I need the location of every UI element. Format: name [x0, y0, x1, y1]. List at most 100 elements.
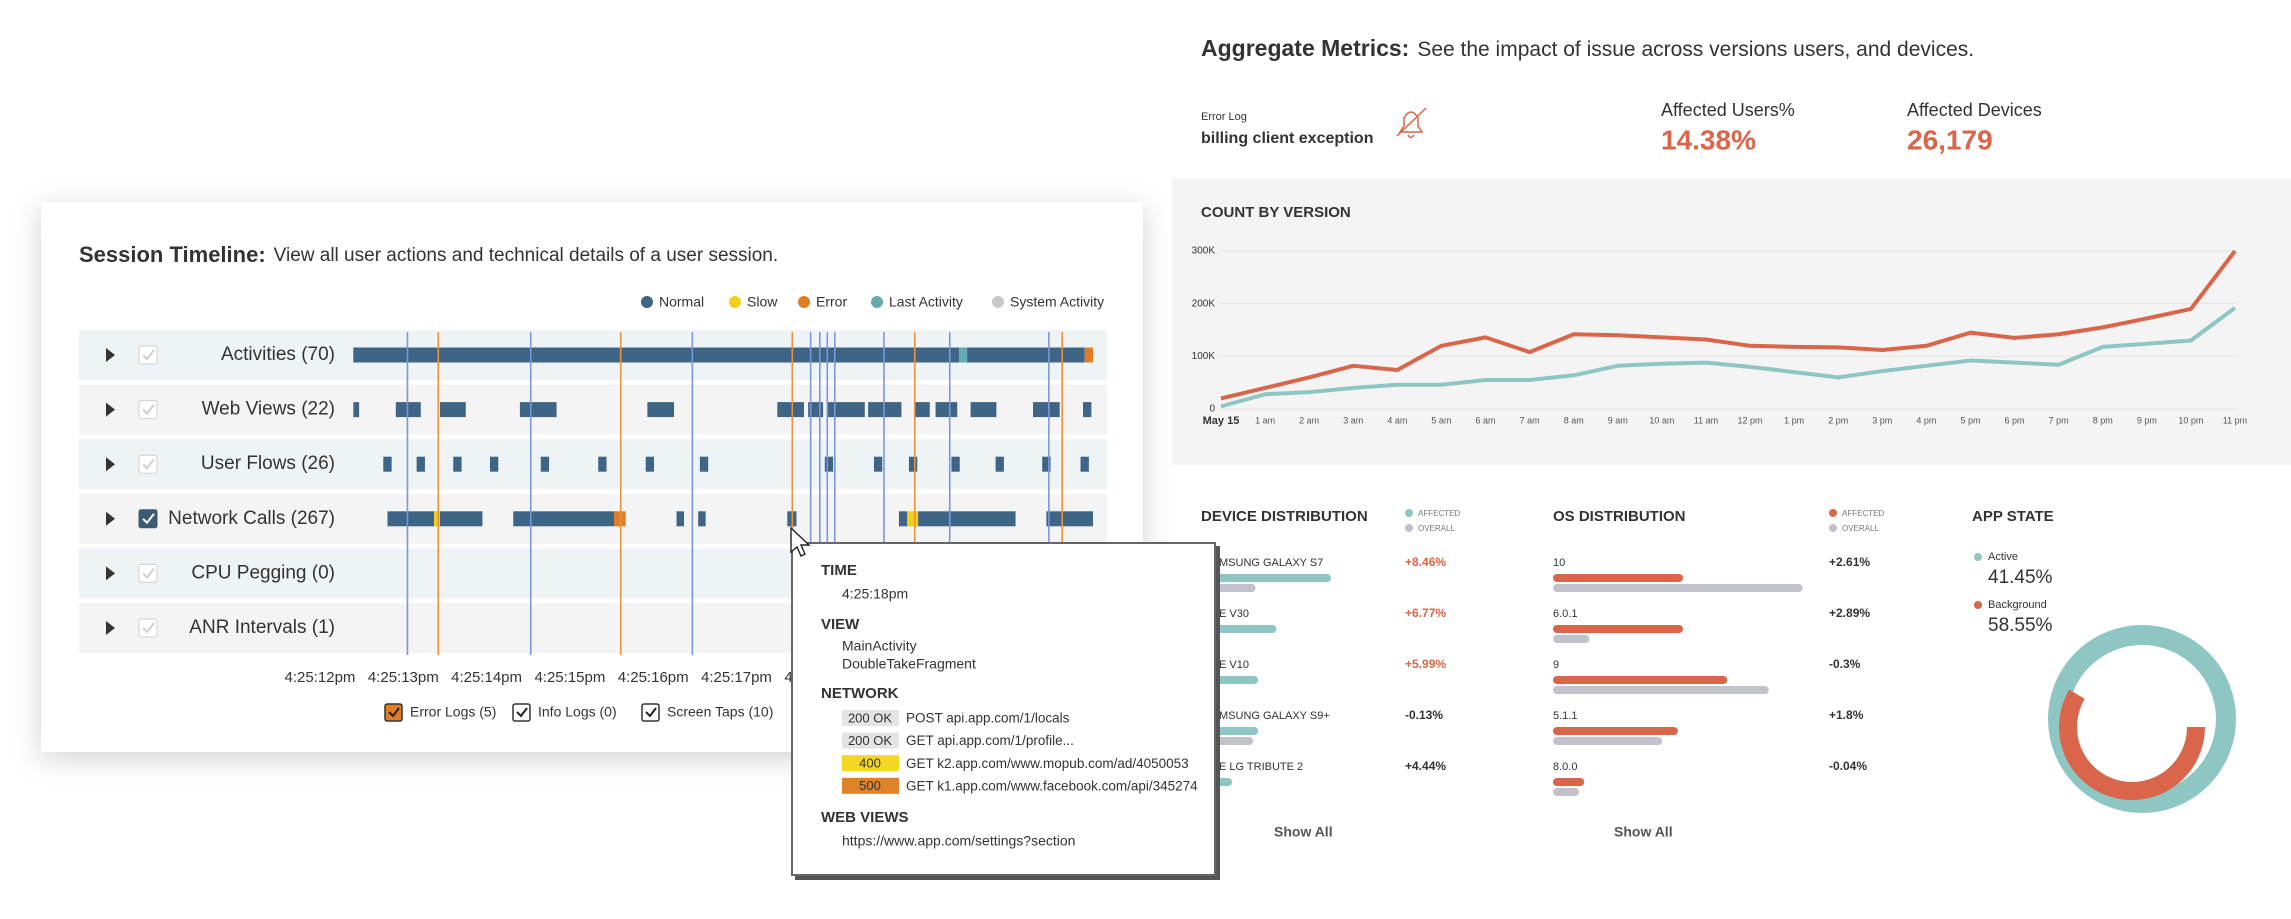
x-tick-label: 6 am: [1476, 415, 1496, 425]
status-label: 500: [859, 778, 881, 793]
chart-title: COUNT BY VERSION: [1201, 204, 1351, 221]
expand-arrow[interactable]: [106, 402, 115, 417]
metric-label: Affected Devices: [1907, 100, 2042, 120]
row-checkbox[interactable]: [138, 563, 158, 583]
x-tick-label: 11 pm: [2223, 415, 2247, 425]
y-tick-label: 0: [1209, 404, 1215, 415]
event-bar: [353, 347, 1085, 363]
overall-bar: [1553, 788, 1579, 796]
event-bar: [614, 511, 626, 527]
x-tick-label: 8 am: [1564, 415, 1584, 425]
event-bar: [489, 456, 499, 472]
donut-arc: [2059, 689, 2205, 800]
expand-arrow[interactable]: [106, 348, 115, 362]
row-checkbox[interactable]: [138, 618, 158, 638]
tooltip-web-view: https://www.app.com/settings?section: [842, 833, 1075, 849]
status-label: 400: [859, 756, 881, 771]
network-request: POST api.app.com/1/locals: [906, 711, 1070, 726]
event-bar: [645, 456, 655, 472]
expand-arrow[interactable]: [106, 511, 115, 526]
filter-label: Screen Taps (10): [667, 704, 773, 720]
event-bar: [416, 456, 425, 472]
x-tick-label: 7 pm: [2049, 415, 2069, 425]
status-label: 200 OK: [848, 710, 892, 725]
x-tick-label: 2 pm: [1828, 415, 1848, 425]
legend-dot: [1974, 601, 1982, 609]
time-tick-label: 4:25:12pm: [285, 669, 356, 686]
event-bar: [353, 402, 360, 418]
row-checkbox[interactable]: [138, 400, 158, 420]
overall-bar: [1553, 635, 1590, 643]
event-bar: [395, 402, 421, 418]
row-label: CPU Pegging (0): [191, 562, 335, 583]
affected-bar: [1553, 778, 1585, 786]
aggregate-header: Aggregate Metrics: See the impact of issu…: [1201, 35, 1974, 61]
expand-arrow[interactable]: [106, 457, 115, 472]
aggregate-title: Aggregate Metrics:: [1201, 35, 1409, 61]
dist-label: 10: [1553, 557, 1565, 569]
x-tick-label: 4 am: [1387, 415, 1407, 425]
expand-arrow[interactable]: [106, 621, 115, 635]
row-checkbox[interactable]: [138, 454, 158, 474]
network-request: GET k1.app.com/www.facebook.com/api/3452…: [906, 778, 1198, 793]
event-bar: [540, 456, 550, 472]
error-log-label: Error Log: [1201, 111, 1247, 123]
legend-dot: [1405, 509, 1413, 517]
legend-label: Last Activity: [889, 294, 963, 310]
legend-dot: [1829, 524, 1837, 532]
tooltip-time: 4:25:18pm: [842, 586, 908, 602]
x-tick-label: 2 am: [1299, 415, 1319, 425]
time-tick-label: 4:25:14pm: [451, 669, 522, 686]
aggregate-subtitle: See the impact of issue across versions …: [1417, 38, 1974, 61]
x-tick-label: 9 pm: [2137, 415, 2157, 425]
legend-label: Slow: [747, 294, 778, 310]
y-tick-label: 200K: [1192, 298, 1216, 309]
filter-label: Info Logs (0): [538, 704, 617, 720]
line-series: [1220, 306, 2237, 409]
dist-label: E V30: [1219, 608, 1249, 620]
checkmark: [388, 707, 400, 718]
app-state-label: Background: [1988, 599, 2047, 611]
tooltip-heading: TIME: [821, 562, 857, 579]
x-tick-label: 12 pm: [1738, 415, 1763, 425]
event-bar: [951, 456, 960, 472]
show-all-link[interactable]: Show All: [1274, 824, 1333, 840]
show-all-link[interactable]: Show All: [1614, 824, 1673, 840]
event-bar: [439, 402, 466, 418]
legend-label: AFFECTED: [1842, 509, 1884, 518]
status-label: 200 OK: [848, 733, 892, 748]
filter-checkbox[interactable]: [512, 703, 531, 722]
event-bar: [1033, 402, 1060, 418]
affected-bar: [1553, 676, 1728, 684]
event-bar: [698, 511, 706, 527]
filter-checkbox[interactable]: [641, 703, 660, 722]
event-bar: [824, 456, 834, 472]
metric-value: 26,179: [1907, 124, 1993, 155]
event-bar: [898, 511, 908, 527]
legend-label: AFFECTED: [1418, 509, 1460, 518]
filter-label: Error Logs (5): [410, 704, 496, 720]
timeline-title: Session Timeline:: [79, 242, 266, 267]
affected-bar: [1201, 574, 1331, 582]
event-bar: [513, 511, 615, 527]
filter-checkbox[interactable]: [384, 703, 403, 722]
event-bar: [519, 402, 557, 418]
chart-panel: [1172, 178, 2291, 465]
event-bar: [383, 456, 392, 472]
row-checkbox[interactable]: [138, 509, 158, 529]
tooltip: [791, 542, 1216, 876]
row-checkbox[interactable]: [138, 345, 158, 365]
checkmark: [142, 567, 155, 579]
event-bar: [907, 511, 919, 527]
dist-label: 8.0.0: [1553, 761, 1577, 773]
tooltip-view: MainActivity: [842, 638, 917, 654]
legend-dot: [729, 296, 741, 308]
expand-arrow[interactable]: [106, 566, 115, 581]
row-label: Network Calls (267): [168, 508, 335, 529]
x-tick-label: 5 am: [1431, 415, 1451, 425]
x-tick-label: 3 pm: [1872, 415, 1892, 425]
metric-value: 14.38%: [1661, 124, 1756, 155]
checkmark: [516, 707, 528, 718]
legend-dot: [1405, 524, 1413, 532]
